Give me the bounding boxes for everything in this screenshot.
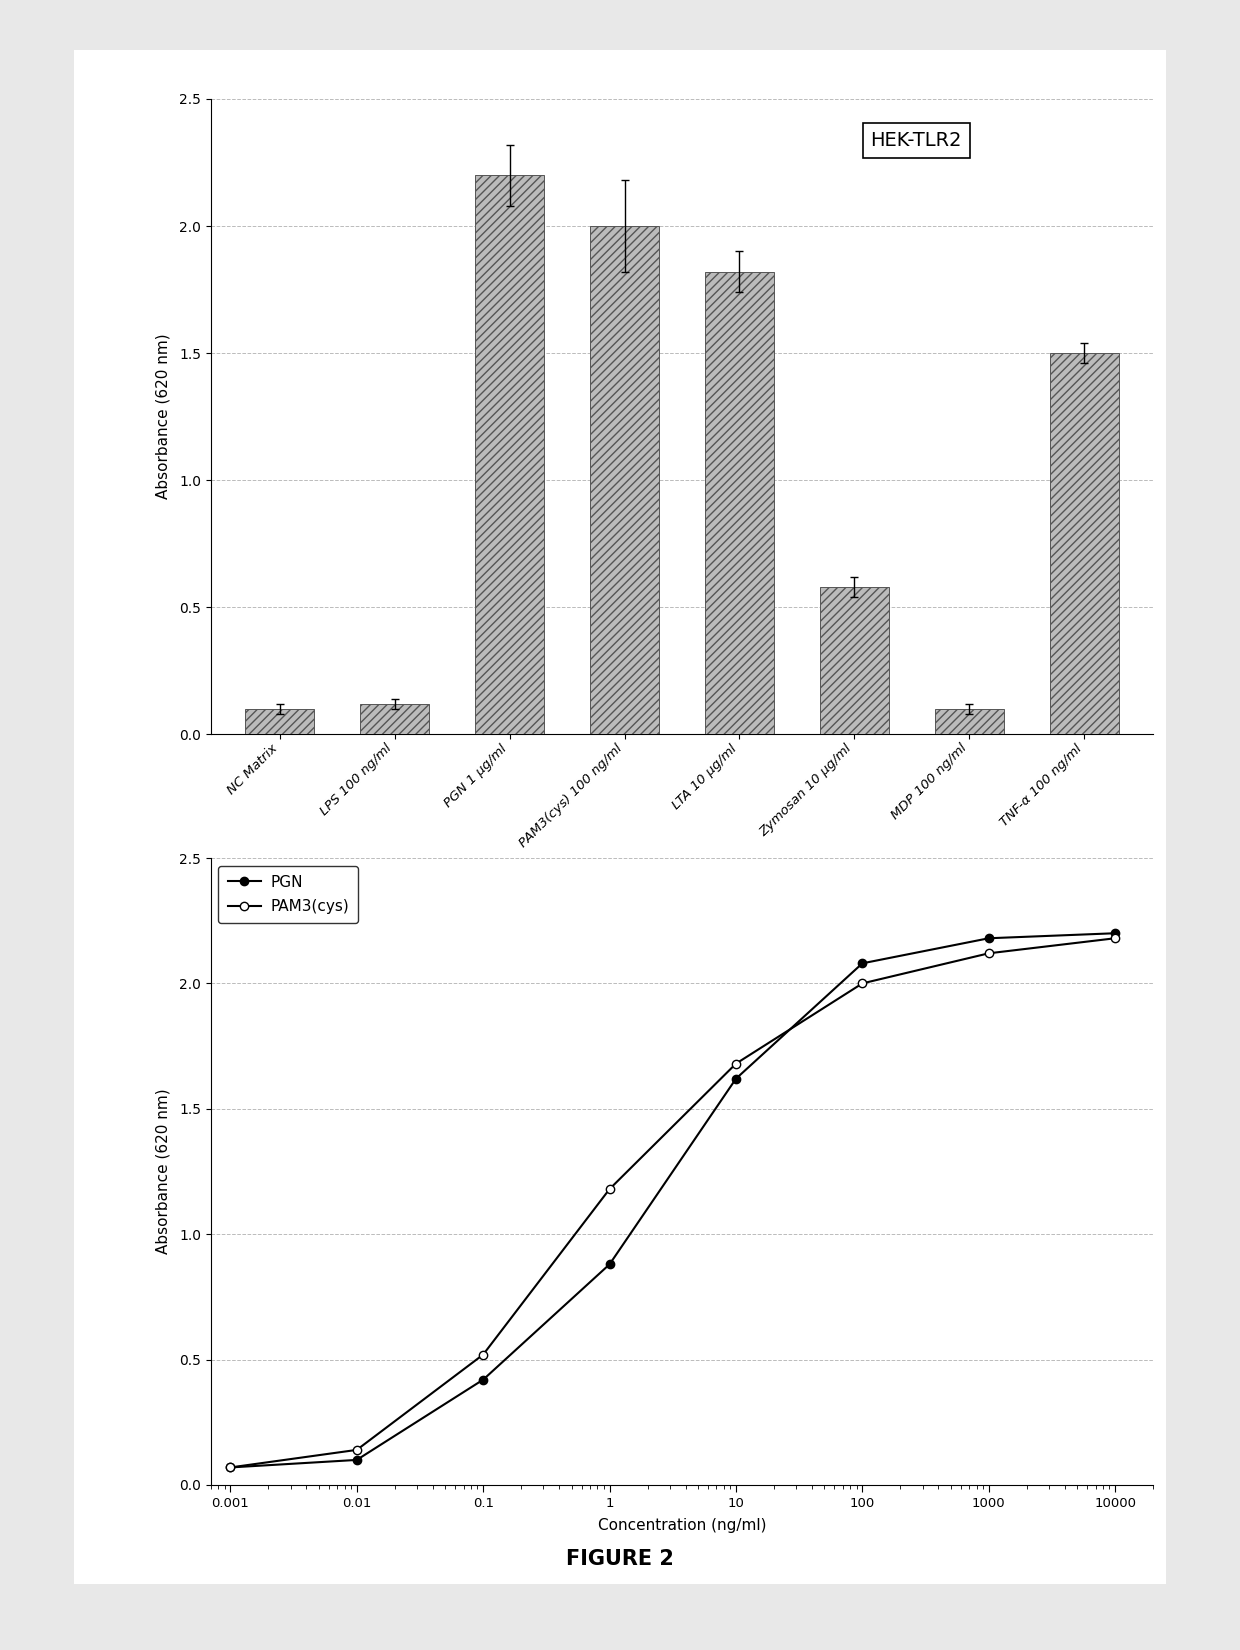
Line: PGN: PGN	[226, 929, 1120, 1472]
PGN	[350, 1450, 365, 1470]
PGN	[981, 929, 996, 949]
PGN	[729, 1069, 744, 1089]
Text: FIGURE 2: FIGURE 2	[567, 1549, 673, 1569]
PGN	[476, 1370, 491, 1389]
PGN	[1107, 924, 1122, 944]
PAM3(cys)	[854, 974, 869, 993]
Bar	[590, 226, 658, 734]
Y-axis label: Absorbance (620 nm): Absorbance (620 nm)	[156, 333, 171, 500]
Bar	[820, 587, 889, 734]
PGN	[223, 1457, 238, 1477]
PGN	[854, 954, 869, 974]
Bar	[360, 705, 429, 734]
Text: HEK-TLR2: HEK-TLR2	[870, 130, 962, 150]
PAM3(cys)	[603, 1180, 618, 1200]
Bar	[935, 710, 1004, 734]
PAM3(cys)	[981, 944, 996, 964]
Bar	[706, 272, 774, 734]
PAM3(cys)	[476, 1345, 491, 1365]
Bar	[246, 710, 314, 734]
PAM3(cys)	[350, 1440, 365, 1460]
X-axis label: Concentration (ng/ml): Concentration (ng/ml)	[598, 1518, 766, 1533]
PAM3(cys)	[223, 1457, 238, 1477]
Y-axis label: Absorbance (620 nm): Absorbance (620 nm)	[156, 1089, 171, 1254]
Legend: PGN, PAM3(cys): PGN, PAM3(cys)	[218, 866, 358, 922]
PAM3(cys)	[1107, 929, 1122, 949]
Bar	[475, 175, 544, 734]
Line: PAM3(cys): PAM3(cys)	[226, 934, 1120, 1472]
PGN	[603, 1254, 618, 1274]
Bar	[1050, 353, 1118, 734]
PAM3(cys)	[729, 1054, 744, 1074]
